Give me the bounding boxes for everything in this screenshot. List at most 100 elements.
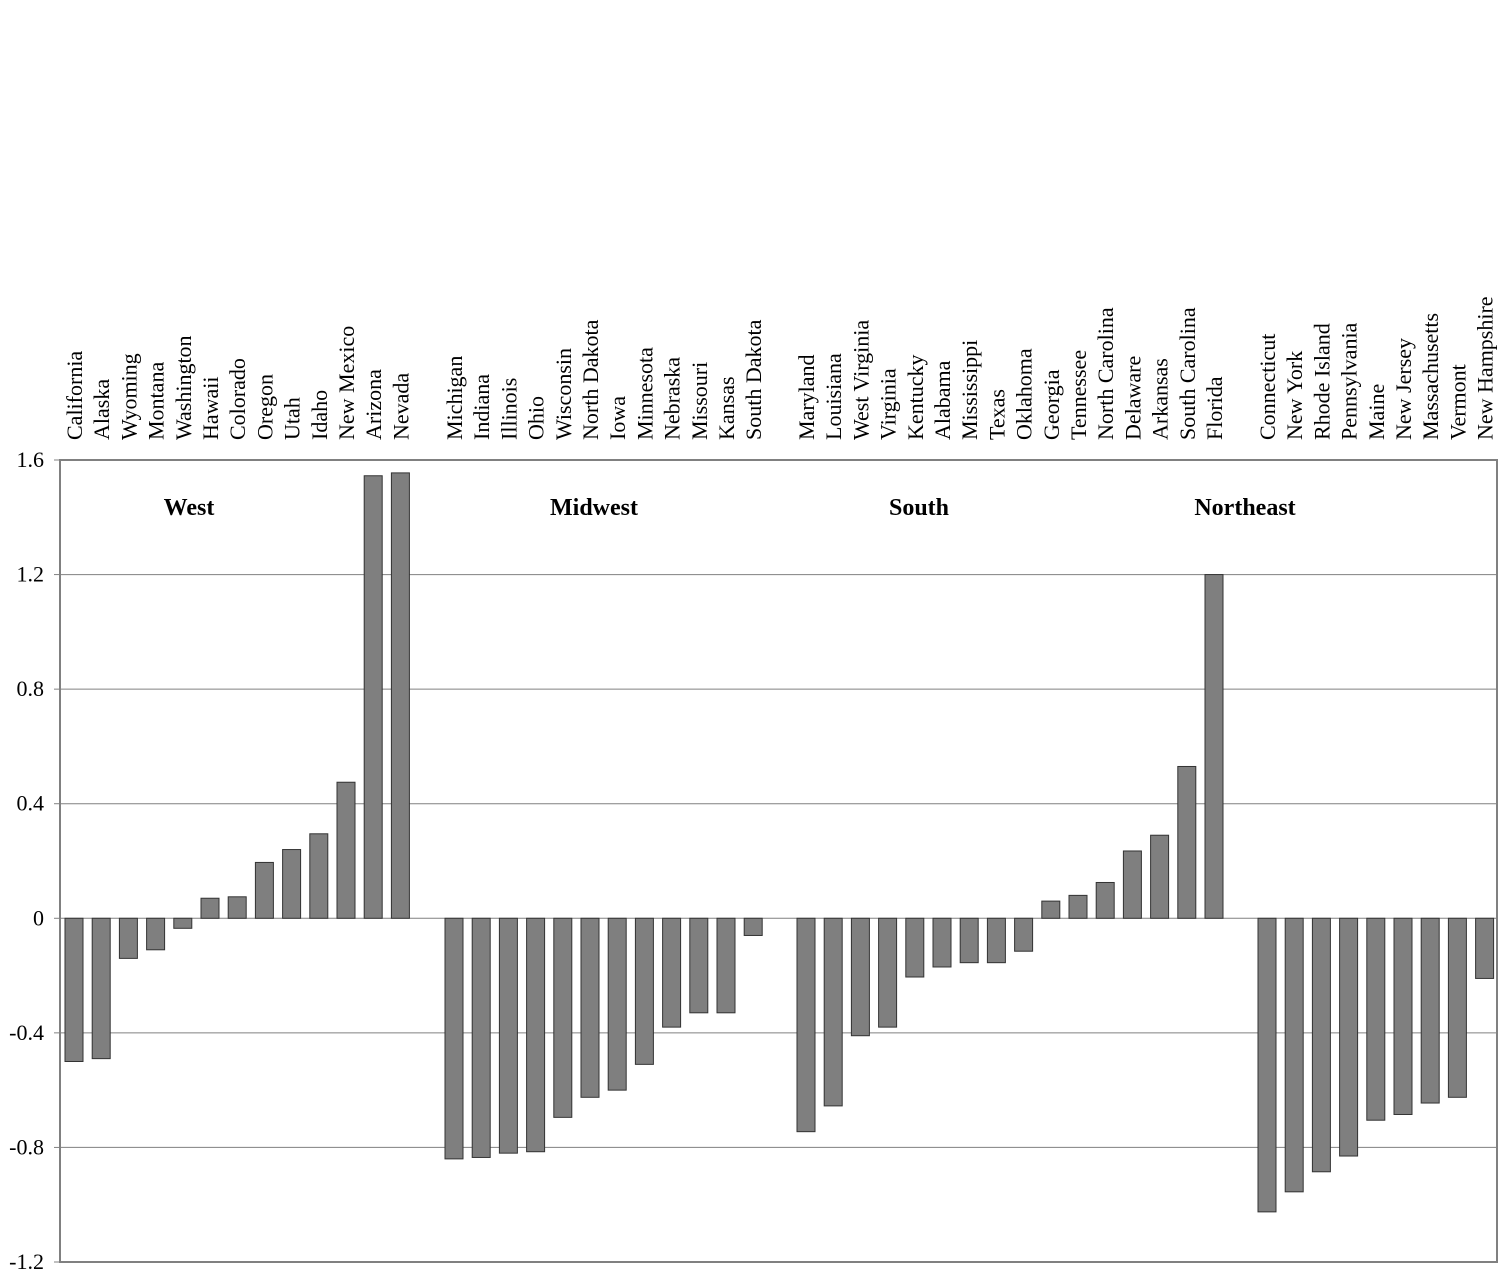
category-label: Delaware <box>1120 356 1145 440</box>
bar-hawaii <box>200 897 220 919</box>
bar-west-virginia <box>850 917 870 1037</box>
bar-wyoming <box>118 917 138 959</box>
category-label: Maine <box>1364 384 1389 440</box>
category-label: California <box>62 351 87 440</box>
bar-indiana <box>471 917 491 1158</box>
bar-illinois <box>498 917 518 1154</box>
bar-south-dakota <box>743 917 763 936</box>
category-label: Nevada <box>388 373 413 440</box>
category-label: New Jersey <box>1391 338 1416 440</box>
category-label: Minnesota <box>632 347 657 440</box>
bar-maine <box>1366 917 1386 1121</box>
bar-ohio <box>526 917 546 1153</box>
category-label: Louisiana <box>821 353 846 440</box>
bar-florida <box>1204 574 1224 919</box>
category-label: Colorado <box>225 358 250 440</box>
bar-vermont <box>1447 917 1467 1098</box>
category-label: Utah <box>280 397 305 440</box>
category-label: Nebraska <box>660 357 685 440</box>
category-label: Kansas <box>714 376 739 440</box>
bar-new-hampshire <box>1475 917 1495 979</box>
bar-maryland <box>796 917 816 1133</box>
y-axis: 1.6 1.2 0.8 0.4 0 -0.4 -0.8 -1.2 <box>9 447 60 1270</box>
category-label: Alabama <box>930 360 955 440</box>
bar-colorado <box>227 896 247 919</box>
category-label: Hawaii <box>198 376 223 440</box>
bar-delaware <box>1122 850 1142 919</box>
bar-new-jersey <box>1393 917 1413 1115</box>
y-tick-label: 1.6 <box>17 447 45 472</box>
category-label: Alaska <box>89 379 114 440</box>
category-label: Florida <box>1202 376 1227 440</box>
category-label: New York <box>1282 351 1307 440</box>
bar-new-york <box>1284 917 1304 1193</box>
category-label: Rhode Island <box>1309 323 1334 440</box>
bar-georgia <box>1041 900 1061 919</box>
bar-nevada <box>390 472 410 919</box>
category-label: Arkansas <box>1148 358 1173 440</box>
category-label: Kentucky <box>903 354 928 440</box>
category-label: West Virginia <box>848 320 873 440</box>
y-tick-label: -0.8 <box>9 1134 44 1159</box>
bar-massachusetts <box>1420 917 1440 1104</box>
region-label-west: West <box>164 495 215 521</box>
category-label: North Dakota <box>578 319 603 440</box>
category-label: Indiana <box>469 374 494 440</box>
category-label: South Carolina <box>1175 307 1200 440</box>
category-label: Pennsylvania <box>1337 322 1362 440</box>
bar-montana <box>146 917 166 951</box>
bar-mississippi <box>959 917 979 964</box>
category-label: Washington <box>171 335 196 440</box>
category-label: Ohio <box>524 396 549 440</box>
bar-louisiana <box>823 917 843 1107</box>
y-tick-label: -1.2 <box>9 1249 44 1270</box>
category-label: Massachusetts <box>1418 313 1443 440</box>
category-label: Tennessee <box>1066 350 1091 440</box>
category-label: Vermont <box>1445 364 1470 440</box>
category-label: New Hampshire <box>1473 296 1498 440</box>
region-label-south: South <box>889 495 949 521</box>
bar-alaska <box>91 917 111 1060</box>
plot-frame <box>59 459 1498 1263</box>
category-label: Wyoming <box>116 353 141 440</box>
bar-arkansas <box>1150 834 1170 919</box>
bar-alabama <box>932 917 952 968</box>
bar-tennessee <box>1068 894 1088 919</box>
bar-arizona <box>363 475 383 919</box>
bar-south-carolina <box>1177 765 1197 919</box>
y-tick-label: 1.2 <box>17 562 45 587</box>
bar-texas <box>986 917 1006 964</box>
category-label: Arizona <box>361 369 386 440</box>
bar-idaho <box>309 833 329 919</box>
bar-kansas <box>716 917 736 1014</box>
bar-wisconsin <box>553 917 573 1118</box>
bar-california <box>64 917 84 1062</box>
bar-washington <box>173 917 193 929</box>
category-label: South Dakota <box>741 319 766 440</box>
bar-north-dakota <box>580 917 600 1098</box>
category-label: Montana <box>144 362 169 440</box>
bar-rhode-island <box>1311 917 1331 1173</box>
category-label: Wisconsin <box>551 348 576 440</box>
bar-minnesota <box>634 917 654 1065</box>
bar-oklahoma <box>1014 917 1034 952</box>
category-label: Illinois <box>496 378 521 440</box>
region-label-northeast: Northeast <box>1194 495 1295 521</box>
bars <box>64 472 1495 1213</box>
bar-oregon <box>254 861 274 919</box>
category-label: Virginia <box>876 368 901 440</box>
region-label-midwest: Midwest <box>550 495 638 521</box>
category-labels: California Alaska Wyoming Montana Washington… <box>62 296 1498 440</box>
bar-iowa <box>607 917 627 1091</box>
category-label: Connecticut <box>1255 334 1280 440</box>
category-label: Maryland <box>794 354 819 440</box>
y-tick-label: -0.4 <box>9 1020 44 1045</box>
bar-missouri <box>689 917 709 1014</box>
bar-new-mexico <box>336 781 356 919</box>
category-label: Iowa <box>605 396 630 440</box>
category-label: Idaho <box>307 390 332 440</box>
category-label: Oregon <box>252 374 277 440</box>
gridlines <box>60 459 1497 1263</box>
category-label: Michigan <box>442 356 467 440</box>
